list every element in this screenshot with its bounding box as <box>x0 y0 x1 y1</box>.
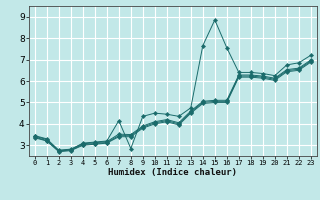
X-axis label: Humidex (Indice chaleur): Humidex (Indice chaleur) <box>108 168 237 177</box>
